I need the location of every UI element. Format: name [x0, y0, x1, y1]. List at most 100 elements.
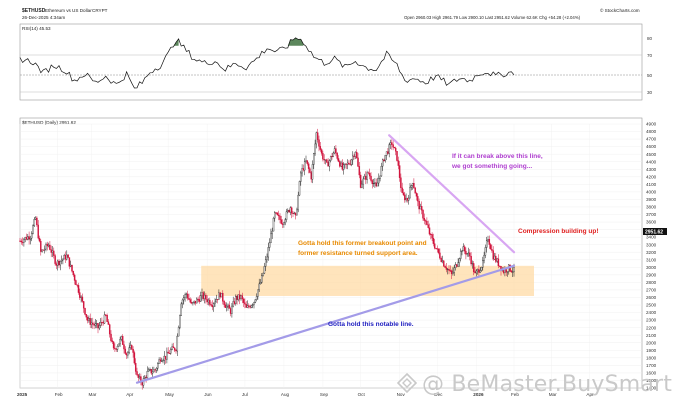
candle-body: [388, 144, 390, 154]
candle-body: [47, 244, 50, 247]
candle-body: [62, 258, 64, 261]
candle-body: [240, 295, 242, 300]
candle-body: [352, 155, 354, 161]
candle-body: [293, 212, 296, 214]
candle-body: [471, 263, 474, 265]
candle-body: [387, 151, 389, 154]
candle-body: [437, 248, 440, 254]
candle-body: [384, 155, 387, 162]
candle-body: [120, 336, 123, 340]
y-tick-label: 4900: [646, 122, 657, 127]
candle-body: [209, 299, 211, 305]
x-tick-label: Mar: [549, 392, 557, 397]
candle-body: [155, 368, 158, 371]
candle-body: [381, 159, 384, 167]
last-price-badge: [643, 228, 667, 235]
candle-body: [328, 160, 331, 167]
x-tick-label: Jun: [204, 392, 212, 397]
candle-body: [103, 314, 106, 324]
candle-body: [383, 159, 385, 162]
y-tick-label: 1500: [646, 378, 657, 383]
candle-body: [274, 212, 276, 219]
x-tick-label: Aug: [281, 392, 290, 397]
candle-body: [119, 339, 121, 345]
support-zone-band: [201, 265, 534, 296]
candle-body: [297, 194, 299, 211]
candle-body: [263, 266, 266, 274]
candle-body: [284, 219, 286, 224]
x-tick-label: Feb: [511, 392, 519, 397]
candle-body: [127, 352, 129, 356]
candle-body: [392, 144, 394, 148]
candle-body: [301, 168, 303, 174]
candle-body: [430, 233, 432, 235]
y-tick-label: 1800: [646, 355, 657, 360]
candle-body: [349, 163, 351, 165]
candle-body: [237, 294, 240, 300]
candle-body: [41, 249, 43, 252]
candle-body: [374, 182, 376, 184]
candle-body: [98, 325, 101, 329]
candle-body: [53, 250, 55, 256]
candle-body: [281, 223, 284, 225]
candle-body: [413, 183, 415, 189]
rsi-overbought-fill: [173, 37, 304, 46]
candle-body: [358, 166, 361, 176]
x-tick-label: 2026: [473, 392, 484, 397]
x-tick-label: Apr: [126, 392, 134, 397]
candle-body: [36, 217, 38, 226]
candle-body: [307, 163, 310, 169]
candle-body: [32, 225, 34, 234]
watermark: @ BeMaster.BuySmart: [396, 372, 672, 397]
candle-body: [335, 148, 337, 154]
candle-body: [324, 159, 327, 161]
y-tick-label: 3900: [646, 197, 657, 202]
candle-body: [179, 315, 181, 328]
x-tick-label: Jul: [242, 392, 248, 397]
candle-body: [400, 177, 402, 189]
price-label: $ETHUSD (Daily) 2951.62: [22, 120, 76, 125]
candle-body: [420, 206, 423, 211]
candle-body: [186, 293, 189, 299]
candle-body: [199, 295, 202, 302]
candle-body: [332, 152, 335, 158]
candle-body: [327, 162, 329, 167]
candle-body: [251, 304, 254, 306]
candle-body: [493, 255, 496, 260]
candle-body: [313, 153, 315, 165]
candle-body: [422, 210, 424, 219]
candle-body: [315, 132, 318, 145]
candle-body: [129, 345, 132, 348]
x-tick-label: Nov: [397, 392, 406, 397]
candle-body: [203, 294, 206, 299]
candle-body: [154, 369, 156, 371]
candle-body: [363, 175, 366, 180]
x-tick-label: May: [165, 392, 174, 397]
logo-icon: [396, 372, 418, 394]
candle-body: [484, 247, 487, 256]
candle-body: [326, 159, 328, 163]
candle-body: [492, 250, 494, 260]
candle-body: [433, 243, 436, 249]
candle-body: [188, 298, 190, 300]
candle-body: [79, 292, 81, 298]
candle-body: [25, 237, 28, 240]
candle-body: [411, 183, 414, 186]
last-price-text: 2951.62: [645, 230, 663, 236]
candle-body: [69, 264, 72, 267]
candle-body: [99, 322, 102, 326]
candle-body: [354, 151, 357, 157]
candles: [19, 128, 515, 390]
candle-body: [305, 160, 307, 162]
candle-body: [479, 270, 481, 273]
candle-body: [398, 165, 401, 178]
candle-body: [375, 182, 377, 187]
y-tick-label: 3300: [646, 242, 657, 247]
candle-body: [379, 175, 381, 179]
candle-body: [311, 164, 314, 180]
y-tick-label: 4600: [646, 144, 657, 149]
trendlines: [135, 134, 516, 384]
candle-body: [444, 266, 446, 268]
candle-body: [55, 263, 58, 266]
candle-body: [196, 298, 198, 304]
